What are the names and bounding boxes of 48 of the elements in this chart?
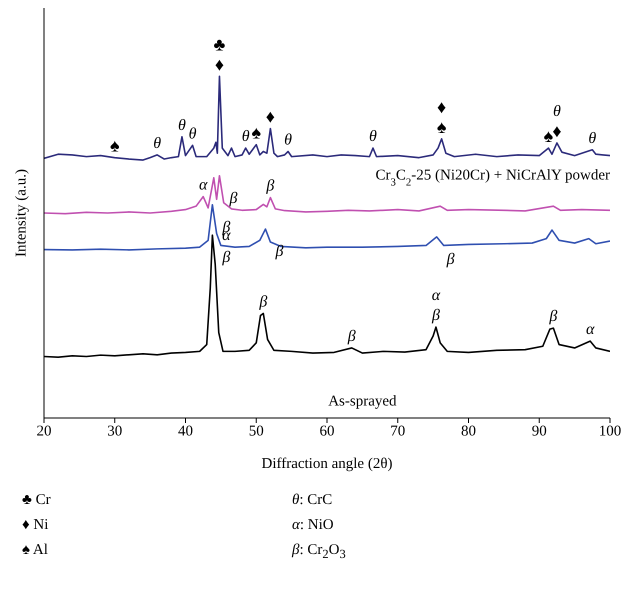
y-axis-title: Intensity (a.u.) xyxy=(13,169,30,257)
annotation: θ xyxy=(553,102,562,120)
annotation: ♠ xyxy=(110,136,120,156)
annotation: α xyxy=(432,286,441,304)
x-tick-label: 100 xyxy=(598,424,622,440)
x-tick-label: 40 xyxy=(178,424,193,440)
annotation: β xyxy=(548,308,558,325)
annotation: α xyxy=(198,176,208,194)
annotation: ♣ xyxy=(214,34,226,54)
annotation: ♠ xyxy=(544,126,554,146)
annotation: ♠ xyxy=(436,116,447,137)
text: θ: CrC xyxy=(292,492,334,509)
annotation: ♦ xyxy=(437,96,446,117)
annotation: β xyxy=(274,242,284,260)
x-tick-label: 30 xyxy=(107,424,122,440)
annotation: α xyxy=(586,320,595,338)
x-tick-label: 60 xyxy=(320,424,334,440)
annotation: β xyxy=(265,177,274,194)
annotation: θ xyxy=(178,116,186,134)
annotation: As-sprayed xyxy=(328,394,398,410)
annotation: θ xyxy=(188,124,197,142)
annotation: θ xyxy=(369,128,378,145)
annotation: θ xyxy=(242,128,250,145)
x-tick-label: 90 xyxy=(532,424,547,440)
annotation: β xyxy=(221,248,230,266)
annotation: β xyxy=(346,327,356,344)
x-tick-label: 50 xyxy=(248,424,264,440)
annotation: ♦ xyxy=(214,54,224,74)
x-tick-label: 20 xyxy=(36,424,52,440)
text: α: NiO xyxy=(292,517,335,534)
text: ♦ Ni xyxy=(22,517,50,534)
x-tick-label: 80 xyxy=(461,424,476,440)
annotation: ♦ xyxy=(266,106,275,127)
annotation: ♦ xyxy=(552,120,562,141)
text: ♣ Cr xyxy=(22,492,52,509)
annotation: β xyxy=(228,189,238,206)
x-axis-title: Diffraction angle (2θ) xyxy=(261,456,393,472)
annotation: θ xyxy=(284,131,292,148)
annotation: β xyxy=(258,292,268,310)
series-label: Cr$_{3}$C$_{2}$-25 (Ni20Cr) + NiCrAlY powder xyxy=(375,168,610,189)
x-tick-label: 70 xyxy=(390,424,406,440)
annotation: β xyxy=(446,250,455,268)
text: ♠ Al xyxy=(22,542,49,560)
text: β: Cr$_{2}$O$_{3}$ xyxy=(292,542,347,562)
annotation: θ xyxy=(153,134,162,152)
annotation: θ xyxy=(588,129,596,146)
annotation: β xyxy=(430,306,440,324)
annotation: ♠ xyxy=(251,122,262,143)
